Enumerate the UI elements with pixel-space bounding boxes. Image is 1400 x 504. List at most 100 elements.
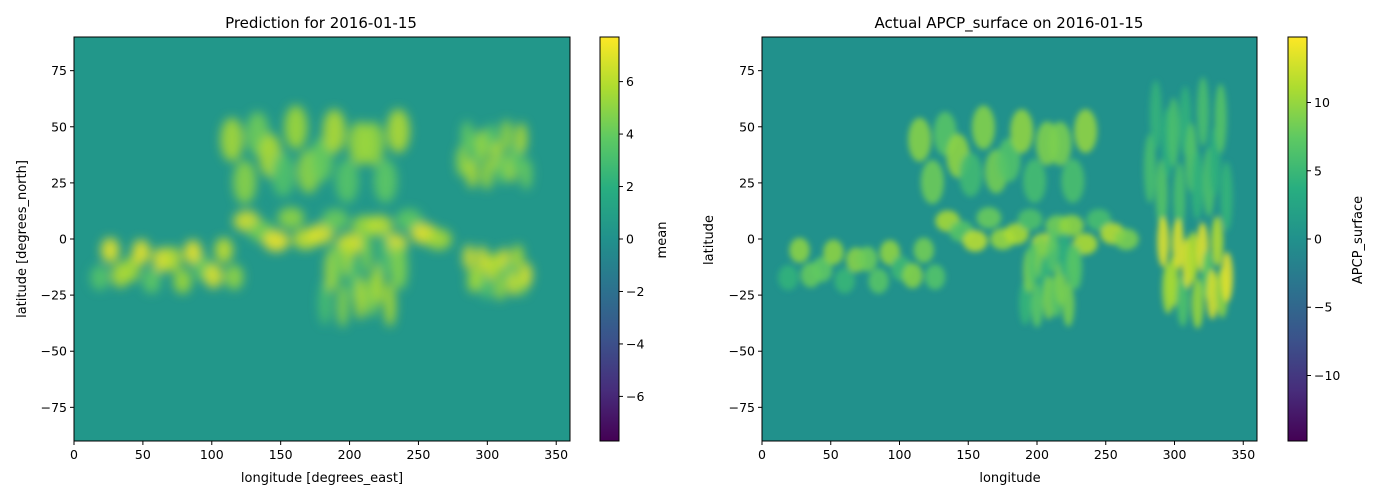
north-mid-latitude-band-cell	[284, 105, 308, 150]
y-tick-label: 0	[59, 232, 67, 247]
itcz-south-band-cell	[131, 239, 151, 265]
north-mid-latitude-band-cell	[908, 117, 932, 162]
north-atlantic-band-cell	[1143, 134, 1156, 204]
itcz-south-band-cell	[811, 256, 833, 283]
itcz-south-band-cell	[924, 264, 946, 290]
itcz-central-band-cell	[322, 208, 349, 231]
itcz-central-band-cell	[1114, 228, 1139, 250]
itcz-south-band-cell	[142, 268, 161, 294]
north-atlantic-band-cell	[1173, 162, 1186, 232]
actual-x-axis: 0 50 100 150 200 250 300 350	[758, 441, 1255, 462]
itcz-central-band-cell	[1004, 223, 1029, 245]
itcz-south-band-cell	[834, 268, 855, 294]
north-atlantic-band-cell	[1149, 80, 1162, 150]
north-mid-latitude-band-cell	[1010, 109, 1034, 154]
south-atlantic-band-cell	[1186, 231, 1199, 282]
north-atlantic-band-cell	[1220, 161, 1233, 232]
x-tick-label: 200	[1025, 447, 1049, 462]
colorbar-tick-label: 4	[626, 127, 634, 142]
south-atlantic-band-cell	[480, 274, 493, 300]
itcz-central-band-cell	[307, 223, 334, 245]
x-tick-label: 0	[758, 447, 766, 462]
prediction-title: Prediction for 2016-01-15	[225, 14, 417, 32]
colorbar-tick-label: 5	[1314, 163, 1322, 178]
x-tick-label: 300	[475, 447, 499, 462]
actual-y-axis: 75 50 25 0 −25 −50 −75	[729, 63, 762, 415]
itcz-south-band-cell	[913, 237, 934, 263]
x-tick-label: 300	[1163, 447, 1187, 462]
prediction-colorbar-ticks: 6 4 2 0 −2 −4 −6	[619, 74, 644, 404]
x-tick-label: 150	[269, 447, 293, 462]
itcz-south-band-cell	[823, 239, 844, 265]
y-tick-label: −50	[41, 344, 67, 359]
south-atlantic-band-cell	[462, 244, 475, 270]
prediction-x-label: longitude [degrees_east]	[241, 471, 403, 486]
y-tick-label: 50	[739, 119, 755, 134]
itcz-south-band-cell	[214, 237, 234, 263]
north-mid-latitude-band-cell	[920, 160, 944, 205]
itcz-south-band-cell	[857, 246, 878, 272]
itcz-south-band-cell	[100, 237, 120, 263]
north-mid-latitude-band-cell	[997, 138, 1021, 183]
x-tick-label: 250	[407, 447, 431, 462]
north-atlantic-band-cell	[500, 119, 513, 151]
y-tick-label: −75	[729, 400, 755, 415]
north-atlantic-band-cell	[475, 128, 488, 161]
south-pacific-convergence-cell	[360, 228, 373, 273]
itcz-south-band-cell	[224, 264, 244, 290]
colorbar-tick-label: 10	[1314, 95, 1330, 110]
north-mid-latitude-band-cell	[1061, 158, 1085, 203]
south-atlantic-band-cell	[1206, 269, 1219, 320]
x-tick-label: 150	[956, 447, 980, 462]
north-mid-latitude-band-cell	[1023, 159, 1047, 204]
itcz-south-band-cell	[204, 263, 223, 289]
south-pacific-convergence-cell	[1062, 282, 1075, 327]
prediction-colorbar-label: mean	[655, 222, 670, 259]
south-atlantic-band-cell	[1171, 218, 1184, 270]
south-pacific-convergence-cell	[354, 275, 367, 320]
actual-y-label: latitude	[702, 215, 717, 265]
north-mid-latitude-band-cell	[322, 109, 346, 154]
north-atlantic-band-cell	[461, 121, 474, 153]
itcz-central-band-cell	[425, 228, 452, 250]
x-tick-label: 100	[888, 447, 912, 462]
south-atlantic-band-cell	[1211, 216, 1224, 267]
south-atlantic-band-cell	[511, 244, 524, 270]
y-tick-label: −25	[729, 288, 755, 303]
north-mid-latitude-band-cell	[220, 117, 244, 162]
south-atlantic-band-cell	[1221, 251, 1234, 303]
itcz-central-band-cell	[1059, 214, 1084, 237]
south-atlantic-band-cell	[1176, 276, 1189, 327]
itcz-central-band-cell	[366, 214, 393, 237]
x-tick-label: 50	[823, 447, 839, 462]
south-pacific-convergence-cell	[1070, 245, 1083, 290]
north-atlantic-band-cell	[456, 145, 469, 177]
north-mid-latitude-band-cell	[386, 109, 410, 154]
y-tick-label: 25	[51, 175, 67, 190]
y-tick-label: 75	[51, 63, 67, 78]
north-atlantic-band-cell	[466, 156, 479, 189]
itcz-central-band-cell	[976, 207, 1002, 229]
prediction-y-label: latitude [degrees_north]	[15, 160, 30, 318]
itcz-central-band-cell	[1086, 209, 1112, 231]
colorbar-tick-label: 0	[626, 232, 634, 247]
north-mid-latitude-band-cell	[335, 159, 359, 204]
south-pacific-convergence-cell	[336, 283, 349, 328]
colorbar-tick-label: −4	[626, 336, 644, 351]
colorbar-tick-label: 0	[1314, 232, 1322, 247]
x-tick-label: 0	[70, 447, 78, 462]
north-atlantic-band-cell	[1196, 77, 1209, 147]
south-atlantic-band-cell	[493, 275, 506, 301]
south-pacific-convergence-cell	[395, 245, 408, 290]
itcz-south-band-cell	[162, 246, 182, 272]
itcz-south-band-cell	[902, 263, 923, 289]
itcz-south-band-cell	[90, 265, 110, 291]
north-atlantic-band-cell	[520, 158, 533, 190]
itcz-central-band-cell	[1017, 208, 1043, 231]
itcz-central-band-cell	[395, 209, 423, 231]
actual-colorbar	[1287, 36, 1308, 442]
colorbar-tick-label: 6	[626, 74, 634, 89]
y-tick-label: −25	[41, 288, 67, 303]
north-mid-latitude-band-cell	[1048, 121, 1072, 166]
